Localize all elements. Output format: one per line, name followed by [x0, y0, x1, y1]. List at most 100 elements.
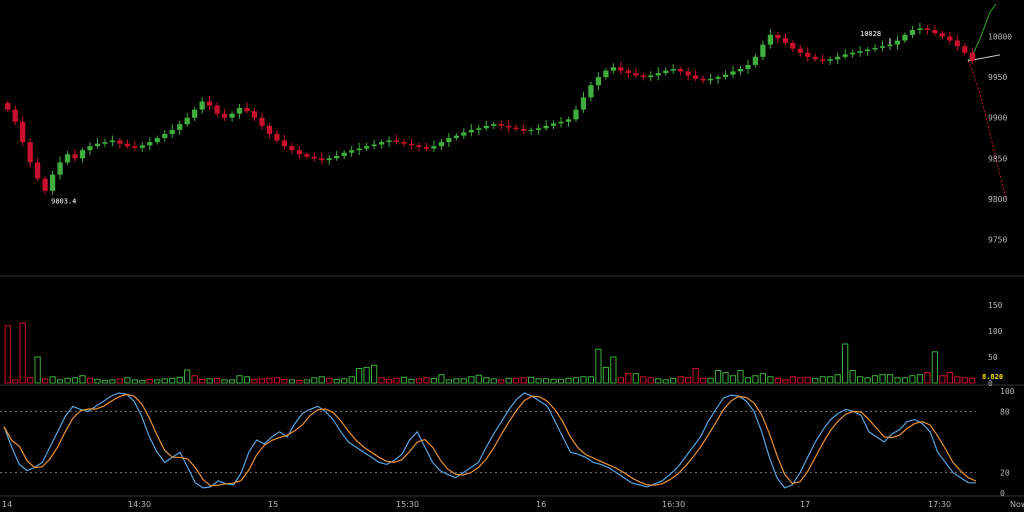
candle-body: [117, 140, 123, 144]
volume-bar: [415, 378, 423, 384]
volume-bar: [542, 378, 550, 384]
candle-body: [894, 40, 901, 45]
volume-bar: [303, 379, 310, 384]
candle-body: [842, 54, 848, 57]
volume-bar: [572, 377, 580, 384]
candle-body: [521, 129, 527, 131]
volume-bar: [445, 379, 452, 384]
candle-body: [603, 70, 609, 78]
high-price-label: 10028: [860, 30, 881, 38]
volume-bar: [834, 374, 841, 384]
volume-bar: [782, 379, 789, 384]
volume-bar: [453, 378, 460, 384]
candle-body: [35, 162, 41, 179]
price-annotations: 9803.4 10028 8.820: [51, 30, 1003, 381]
time-tick-label: 17:30: [928, 500, 951, 509]
candle-body: [663, 70, 669, 74]
candle-body: [887, 44, 893, 47]
candle-body: [506, 125, 512, 128]
candle-body: [775, 34, 781, 39]
volume-bar: [236, 375, 243, 384]
volume-bar: [699, 377, 707, 384]
time-tick-label: 15: [268, 500, 278, 509]
volume-bar: [378, 377, 385, 384]
candle-body: [274, 133, 280, 141]
candle-body: [416, 145, 422, 147]
volume-bar: [557, 378, 565, 384]
volume-bar: [677, 376, 684, 384]
volume-bar: [789, 376, 796, 384]
candle-body: [752, 56, 759, 65]
volume-bar: [879, 374, 886, 384]
candle-body: [281, 140, 288, 147]
candle-body: [408, 143, 415, 146]
volume-bar: [423, 377, 430, 384]
candle-body: [850, 52, 856, 55]
candle-body: [192, 109, 198, 118]
price-tick-label: 9800: [988, 195, 1007, 204]
volume-bar: [939, 375, 946, 384]
candle-body: [565, 119, 572, 122]
volume-bar: [101, 379, 109, 384]
price-axis: 9750 9800 9850 9900 9950 10000: [988, 32, 1012, 244]
candle-body: [356, 148, 362, 151]
volume-bar: [744, 377, 752, 384]
volume-bar: [64, 377, 71, 384]
volume-bar: [199, 378, 206, 384]
stochastic-series: [3, 392, 977, 489]
candle-body: [618, 67, 624, 71]
volume-bar: [109, 379, 116, 384]
candle-body: [147, 142, 153, 146]
candle-body: [483, 125, 489, 129]
volume-bar: [273, 377, 281, 384]
candlestick-series: [5, 22, 975, 195]
candle-body: [625, 70, 631, 74]
volume-bar: [513, 377, 520, 384]
candle-body: [782, 38, 788, 43]
candle-body: [266, 125, 273, 134]
volume-bar: [430, 377, 438, 384]
price-tick-label: 9950: [988, 73, 1007, 82]
candle-body: [476, 128, 482, 130]
candle-body: [932, 29, 938, 34]
volume-bar: [961, 377, 968, 384]
volume-tick-label: 100: [988, 327, 1003, 336]
candle-body: [378, 142, 385, 145]
volume-bar: [27, 377, 34, 384]
time-tick-label: 16: [536, 500, 546, 509]
volume-bar: [176, 376, 183, 384]
candle-body: [349, 150, 355, 153]
volume-bar: [685, 377, 692, 384]
stoch-d-line: [3, 393, 977, 487]
volume-bar: [139, 379, 146, 384]
volume-bar: [79, 375, 86, 384]
volume-bar: [565, 377, 572, 384]
candle-body: [917, 28, 923, 30]
volume-bar: [438, 374, 445, 384]
depth-ask-line: [967, 60, 1007, 200]
candle-body: [812, 56, 818, 60]
candle-body: [5, 103, 11, 110]
candle-body: [311, 156, 317, 159]
candle-body: [401, 142, 407, 144]
candle-body: [640, 75, 646, 78]
volume-bar: [946, 372, 953, 384]
volume-bar: [400, 376, 408, 384]
candle-body: [319, 158, 325, 160]
volume-bar: [871, 375, 879, 384]
candle-body: [550, 123, 557, 126]
volume-bar: [116, 378, 124, 384]
candle-body: [124, 143, 130, 147]
volume-bar: [692, 367, 699, 384]
volume-bar: [842, 343, 849, 384]
volume-bar: [729, 375, 737, 384]
volume-bar: [4, 325, 11, 384]
candle-body: [797, 48, 803, 53]
candle-body: [371, 144, 377, 147]
candle-body: [326, 158, 332, 160]
candle-body: [715, 77, 721, 79]
volume-bar: [797, 377, 804, 384]
candle-body: [737, 68, 744, 72]
candle-body: [386, 140, 392, 143]
time-axis: 14 14:30 15 15:30 16 16:30 17 17:30 Now: [2, 500, 1024, 509]
